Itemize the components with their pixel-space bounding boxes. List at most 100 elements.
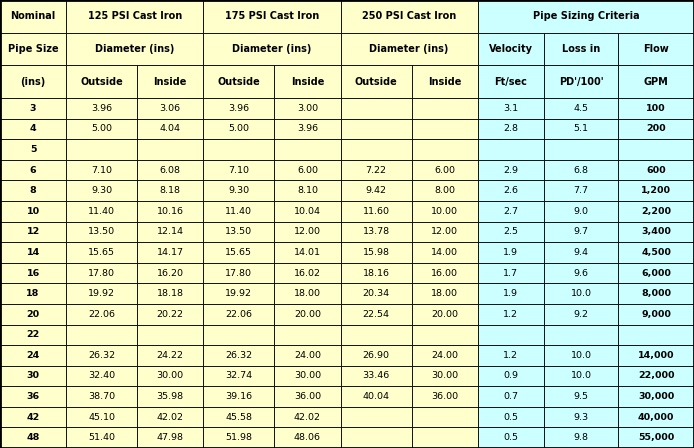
Bar	[0, 98, 66, 119]
Bar	[544, 366, 618, 386]
Bar	[66, 201, 137, 222]
Text: 10: 10	[26, 207, 40, 216]
Bar	[203, 304, 274, 324]
Bar	[137, 242, 203, 263]
Bar	[66, 407, 137, 427]
Text: 22: 22	[26, 330, 40, 339]
Text: Pipe Sizing Criteria: Pipe Sizing Criteria	[532, 11, 639, 22]
Text: 250 PSI Cast Iron: 250 PSI Cast Iron	[362, 11, 456, 22]
Bar	[0, 324, 66, 345]
Bar	[66, 263, 137, 283]
Text: Nominal: Nominal	[10, 11, 56, 22]
Bar	[66, 160, 137, 181]
Text: 48.06: 48.06	[294, 433, 321, 442]
Bar	[412, 98, 477, 119]
Bar	[618, 119, 694, 139]
Text: Outside: Outside	[81, 77, 123, 87]
Text: 1.2: 1.2	[503, 310, 518, 319]
Bar	[0, 222, 66, 242]
Text: 7.10: 7.10	[91, 166, 112, 175]
Bar	[477, 119, 544, 139]
Bar	[618, 324, 694, 345]
Bar	[0, 304, 66, 324]
Bar	[618, 283, 694, 304]
Bar	[341, 345, 412, 366]
Text: 22.54: 22.54	[362, 310, 389, 319]
Bar	[544, 263, 618, 283]
Bar	[618, 181, 694, 201]
Text: 5: 5	[30, 145, 36, 154]
Bar	[66, 345, 137, 366]
Bar	[477, 283, 544, 304]
Bar	[0, 386, 66, 407]
Bar	[203, 366, 274, 386]
Text: GPM: GPM	[644, 77, 668, 87]
Bar	[203, 386, 274, 407]
Text: 6: 6	[30, 166, 36, 175]
Text: 1.9: 1.9	[503, 248, 518, 257]
Text: Diameter (ins): Diameter (ins)	[232, 44, 312, 54]
Bar	[274, 160, 341, 181]
Text: 8,000: 8,000	[641, 289, 671, 298]
Bar	[66, 0, 203, 33]
Bar	[203, 98, 274, 119]
Bar	[0, 181, 66, 201]
Text: 55,000: 55,000	[638, 433, 674, 442]
Text: 8.18: 8.18	[160, 186, 180, 195]
Text: 2.9: 2.9	[503, 166, 518, 175]
Text: 12.00: 12.00	[431, 228, 458, 237]
Bar	[274, 222, 341, 242]
Bar	[203, 324, 274, 345]
Bar	[341, 263, 412, 283]
Text: Pipe Size: Pipe Size	[8, 44, 58, 54]
Text: 9.6: 9.6	[573, 268, 589, 278]
Text: 39.16: 39.16	[226, 392, 253, 401]
Bar	[203, 407, 274, 427]
Bar	[137, 201, 203, 222]
Bar	[0, 242, 66, 263]
Text: 600: 600	[646, 166, 666, 175]
Text: 19.92: 19.92	[88, 289, 115, 298]
Bar	[544, 427, 618, 448]
Bar	[477, 263, 544, 283]
Bar	[544, 98, 618, 119]
Text: 9,000: 9,000	[641, 310, 671, 319]
Text: 40,000: 40,000	[638, 413, 675, 422]
Text: 13.50: 13.50	[226, 228, 253, 237]
Text: 42: 42	[26, 413, 40, 422]
Bar	[544, 283, 618, 304]
Text: 11.40: 11.40	[226, 207, 253, 216]
Bar	[477, 0, 694, 33]
Bar	[274, 407, 341, 427]
Bar	[341, 242, 412, 263]
Text: 32.40: 32.40	[88, 371, 115, 380]
Text: 51.98: 51.98	[226, 433, 253, 442]
Text: 45.58: 45.58	[226, 413, 253, 422]
Text: 14.17: 14.17	[157, 248, 184, 257]
Bar	[66, 139, 137, 160]
Bar	[203, 427, 274, 448]
Text: 30.00: 30.00	[431, 371, 458, 380]
Bar	[203, 345, 274, 366]
Bar	[544, 222, 618, 242]
Bar	[477, 201, 544, 222]
Bar	[477, 33, 544, 65]
Text: 20.22: 20.22	[157, 310, 184, 319]
Text: 17.80: 17.80	[88, 268, 115, 278]
Text: 14.01: 14.01	[294, 248, 321, 257]
Bar	[66, 119, 137, 139]
Bar	[477, 386, 544, 407]
Bar	[544, 139, 618, 160]
Text: 15.98: 15.98	[362, 248, 389, 257]
Text: 9.30: 9.30	[91, 186, 112, 195]
Text: 4,500: 4,500	[641, 248, 671, 257]
Bar	[412, 263, 477, 283]
Bar	[203, 139, 274, 160]
Bar	[341, 283, 412, 304]
Text: 9.3: 9.3	[573, 413, 589, 422]
Text: 32.74: 32.74	[226, 371, 253, 380]
Text: 20.00: 20.00	[294, 310, 321, 319]
Bar	[618, 139, 694, 160]
Bar	[274, 139, 341, 160]
Text: Inside: Inside	[428, 77, 462, 87]
